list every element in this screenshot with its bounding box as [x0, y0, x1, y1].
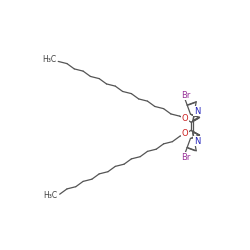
Text: O: O	[182, 114, 188, 123]
Text: N: N	[194, 107, 200, 116]
Text: Br: Br	[181, 90, 190, 100]
Text: H₃C: H₃C	[43, 191, 57, 200]
Text: H₃C: H₃C	[42, 55, 56, 64]
Text: Br: Br	[181, 153, 190, 162]
Text: O: O	[182, 130, 188, 138]
Text: N: N	[194, 137, 200, 146]
